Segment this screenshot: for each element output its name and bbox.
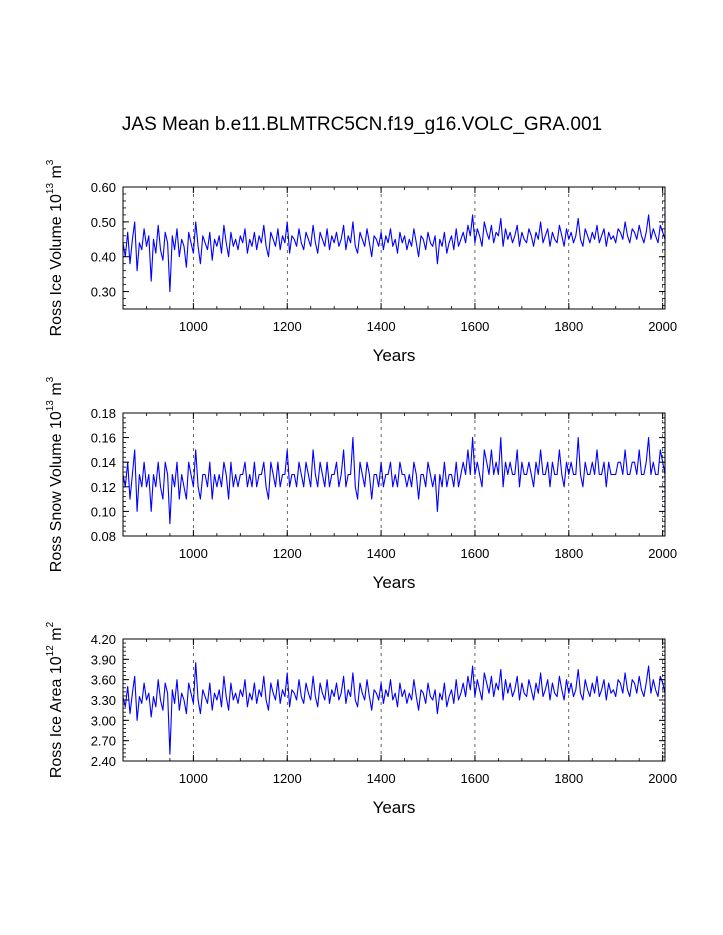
panel-2-ytick-label: 0.12 [91,480,116,495]
panel-2-ylabel-unit-exponent: 3 [45,376,56,382]
panel-3-frame [122,638,666,762]
panel-3-ytick-label: 4.20 [91,632,116,647]
panel-1-ytick-label: 0.40 [91,250,116,265]
panel-1-ytick-label: 0.50 [91,215,116,230]
panel-3-ytick-label: 3.60 [91,673,116,688]
panel-1-ylabel-unit-exponent: 3 [45,159,56,165]
panel-3-ylabel-unit: m [48,627,65,645]
panel-3-xtick-label: 1200 [273,771,302,786]
panel-3-xtick-label: 1600 [460,771,489,786]
panel-2-ylabel-exponent: 13 [45,400,56,412]
panel-1-xlabel: Years [373,346,416,365]
panel-2-xlabel: Years [373,573,416,592]
panel-3-xtick-label: 1000 [179,771,208,786]
panel-3-ylabel-text: Ross Ice Area 10 [48,656,65,778]
panel-1-xtick-label: 1400 [367,319,396,334]
panel-2-xtick-label: 1400 [367,546,396,561]
panel-1-ylabel: Ross Ice Volume 1013 m3 [45,159,65,336]
panel-2-ytick-label: 0.16 [91,431,116,446]
panel-3-ylabel: Ross Ice Area 1012 m2 [45,621,65,778]
panel-1-ylabel-exponent: 13 [45,183,56,195]
panel-2-frame [122,412,666,537]
panel-1-xtick-label: 1600 [460,319,489,334]
panel-2-xtick-label: 1000 [179,546,208,561]
panel-2-ylabel-unit: m [48,382,65,400]
panel-1-xtick-label: 1200 [273,319,302,334]
panel-3-ylabel-exponent: 12 [45,645,56,657]
panel-1-ylabel-unit: m [48,165,65,183]
figure-title: JAS Mean b.e11.BLMTRC5CN.f19_g16.VOLC_GR… [122,114,602,135]
panel-3-ytick-label: 3.90 [91,652,116,667]
panel-1-ylabel-text: Ross Ice Volume 10 [48,194,65,336]
panel-2-series-line [122,437,666,525]
panel-2-xtick-label: 2000 [648,546,677,561]
panel-3-xtick-label: 1800 [554,771,583,786]
panel-2-ylabel: Ross Snow Volume 1013 m3 [45,376,65,572]
panel-2-ytick-label: 0.08 [91,529,116,544]
panel-2-ytick-label: 0.10 [91,504,116,519]
panel-3: 1000 1200 1400 1600 1800 2000 2.40 2.70 3.00 3.30… [45,621,677,817]
panel-1-frame [122,186,666,310]
panel-3-ytick-label: 3.30 [91,693,116,708]
panel-1-ytick-label: 0.60 [91,180,116,195]
panel-3-xlabel: Years [373,798,416,817]
panel-3-ylabel-unit-exponent: 2 [45,621,56,627]
panel-2-xtick-label: 1200 [273,546,302,561]
panel-3-ytick-label: 2.40 [91,754,116,769]
panel-1-xtick-label: 1800 [554,319,583,334]
panel-2-xtick-label: 1600 [460,546,489,561]
panel-3-xtick-label: 1400 [367,771,396,786]
panel-2: 1000 1200 1400 1600 1800 2000 0.08 0.10 0.12 0.14… [45,376,677,592]
panel-1-series-line [122,210,666,293]
panel-1-xtick-label: 1000 [179,319,208,334]
panel-3-ytick-label: 2.70 [91,734,116,749]
panel-3-xtick-label: 2000 [648,771,677,786]
panel-2-ytick-label: 0.18 [91,406,116,421]
panel-2-xtick-label: 1800 [554,546,583,561]
panel-1-ytick-label: 0.30 [91,285,116,300]
panel-1: 1000 1200 1400 1600 1800 2000 0.30 0.40 0.50 0.60… [45,159,677,365]
panel-2-ylabel-text: Ross Snow Volume 10 [48,411,65,572]
panel-2-ytick-label: 0.14 [91,455,116,470]
panel-1-xtick-label: 2000 [648,319,677,334]
panel-3-series-line [122,662,666,755]
panel-3-ytick-label: 3.00 [91,713,116,728]
